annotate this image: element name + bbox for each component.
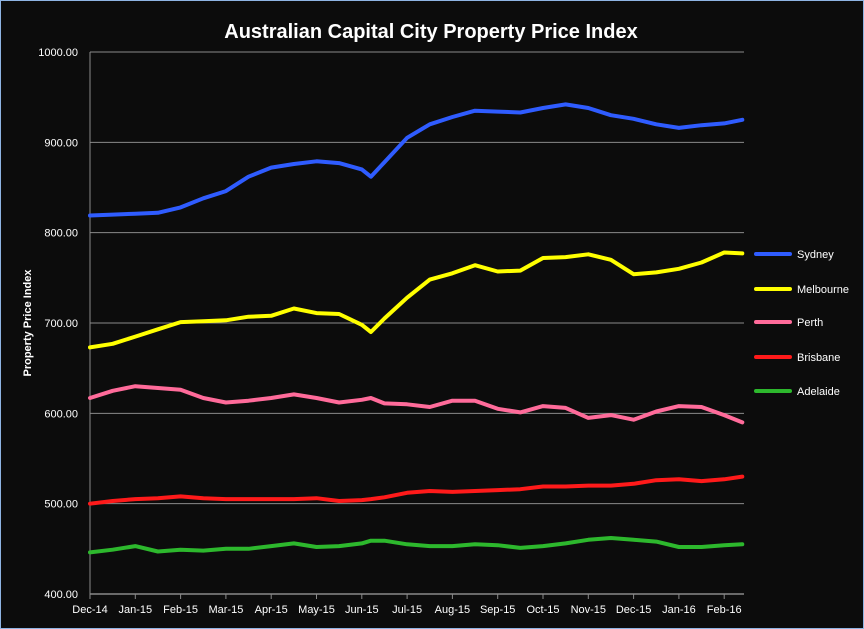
y-tick-label: 500.00 (44, 499, 78, 511)
chart-title: Australian Capital City Property Price I… (224, 21, 637, 43)
x-tick-label: Oct-15 (526, 604, 559, 616)
series-line-sydney (88, 102, 745, 218)
x-tick-label: Feb-15 (163, 604, 198, 616)
x-tick-label: Jan-16 (662, 604, 696, 616)
x-tick-label: Feb-16 (707, 604, 742, 616)
x-tick-label: Jun-15 (345, 604, 379, 616)
legend-label-sydney: Sydney (797, 249, 834, 261)
y-tick-label: 1000.00 (38, 47, 78, 59)
axes: 400.00 500.00 600.00 700.00 800.00 900.00 1000… (38, 47, 744, 616)
y-tick-label: 700.00 (44, 318, 78, 330)
y-tick-label: 900.00 (44, 137, 78, 149)
series-line-brisbane (88, 474, 745, 506)
x-tick-label: Jul-15 (392, 604, 422, 616)
y-tick-label: 400.00 (44, 589, 78, 601)
legend-label-adelaide: Adelaide (797, 386, 840, 398)
x-tick-label: Aug-15 (435, 604, 470, 616)
legend-label-melbourne: Melbourne (797, 284, 849, 296)
legend-label-perth: Perth (797, 317, 823, 329)
x-tick-label: Nov-15 (571, 604, 606, 616)
x-tick-label: Apr-15 (255, 604, 288, 616)
legend-label-brisbane: Brisbane (797, 352, 840, 364)
series-line-perth (88, 384, 745, 425)
x-tick-label: May-15 (298, 604, 335, 616)
x-tick-label: Mar-15 (208, 604, 243, 616)
series-line-adelaide (88, 536, 745, 555)
x-tick-label: Dec-14 (72, 604, 107, 616)
x-tick-label: Sep-15 (480, 604, 515, 616)
y-tick-label: 600.00 (44, 408, 78, 420)
series-lines (88, 102, 745, 555)
legend: Sydney Melbourne Perth Brisbane Adelaide (754, 249, 849, 398)
y-axis-label: Property Price Index (22, 269, 34, 377)
y-tick-label: 800.00 (44, 228, 78, 240)
x-tick-label: Dec-15 (616, 604, 651, 616)
x-tick-label: Jan-15 (118, 604, 152, 616)
series-line-melbourne (88, 250, 745, 350)
